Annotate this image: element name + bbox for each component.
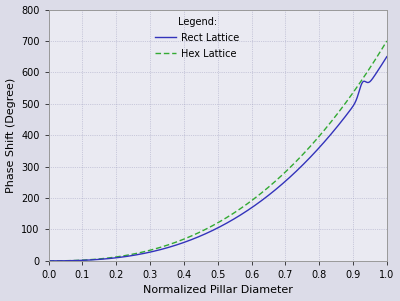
X-axis label: Normalized Pillar Diameter: Normalized Pillar Diameter — [143, 285, 293, 296]
Legend: Rect Lattice, Hex Lattice: Rect Lattice, Hex Lattice — [155, 17, 240, 59]
Y-axis label: Phase Shift (Degree): Phase Shift (Degree) — [6, 78, 16, 193]
